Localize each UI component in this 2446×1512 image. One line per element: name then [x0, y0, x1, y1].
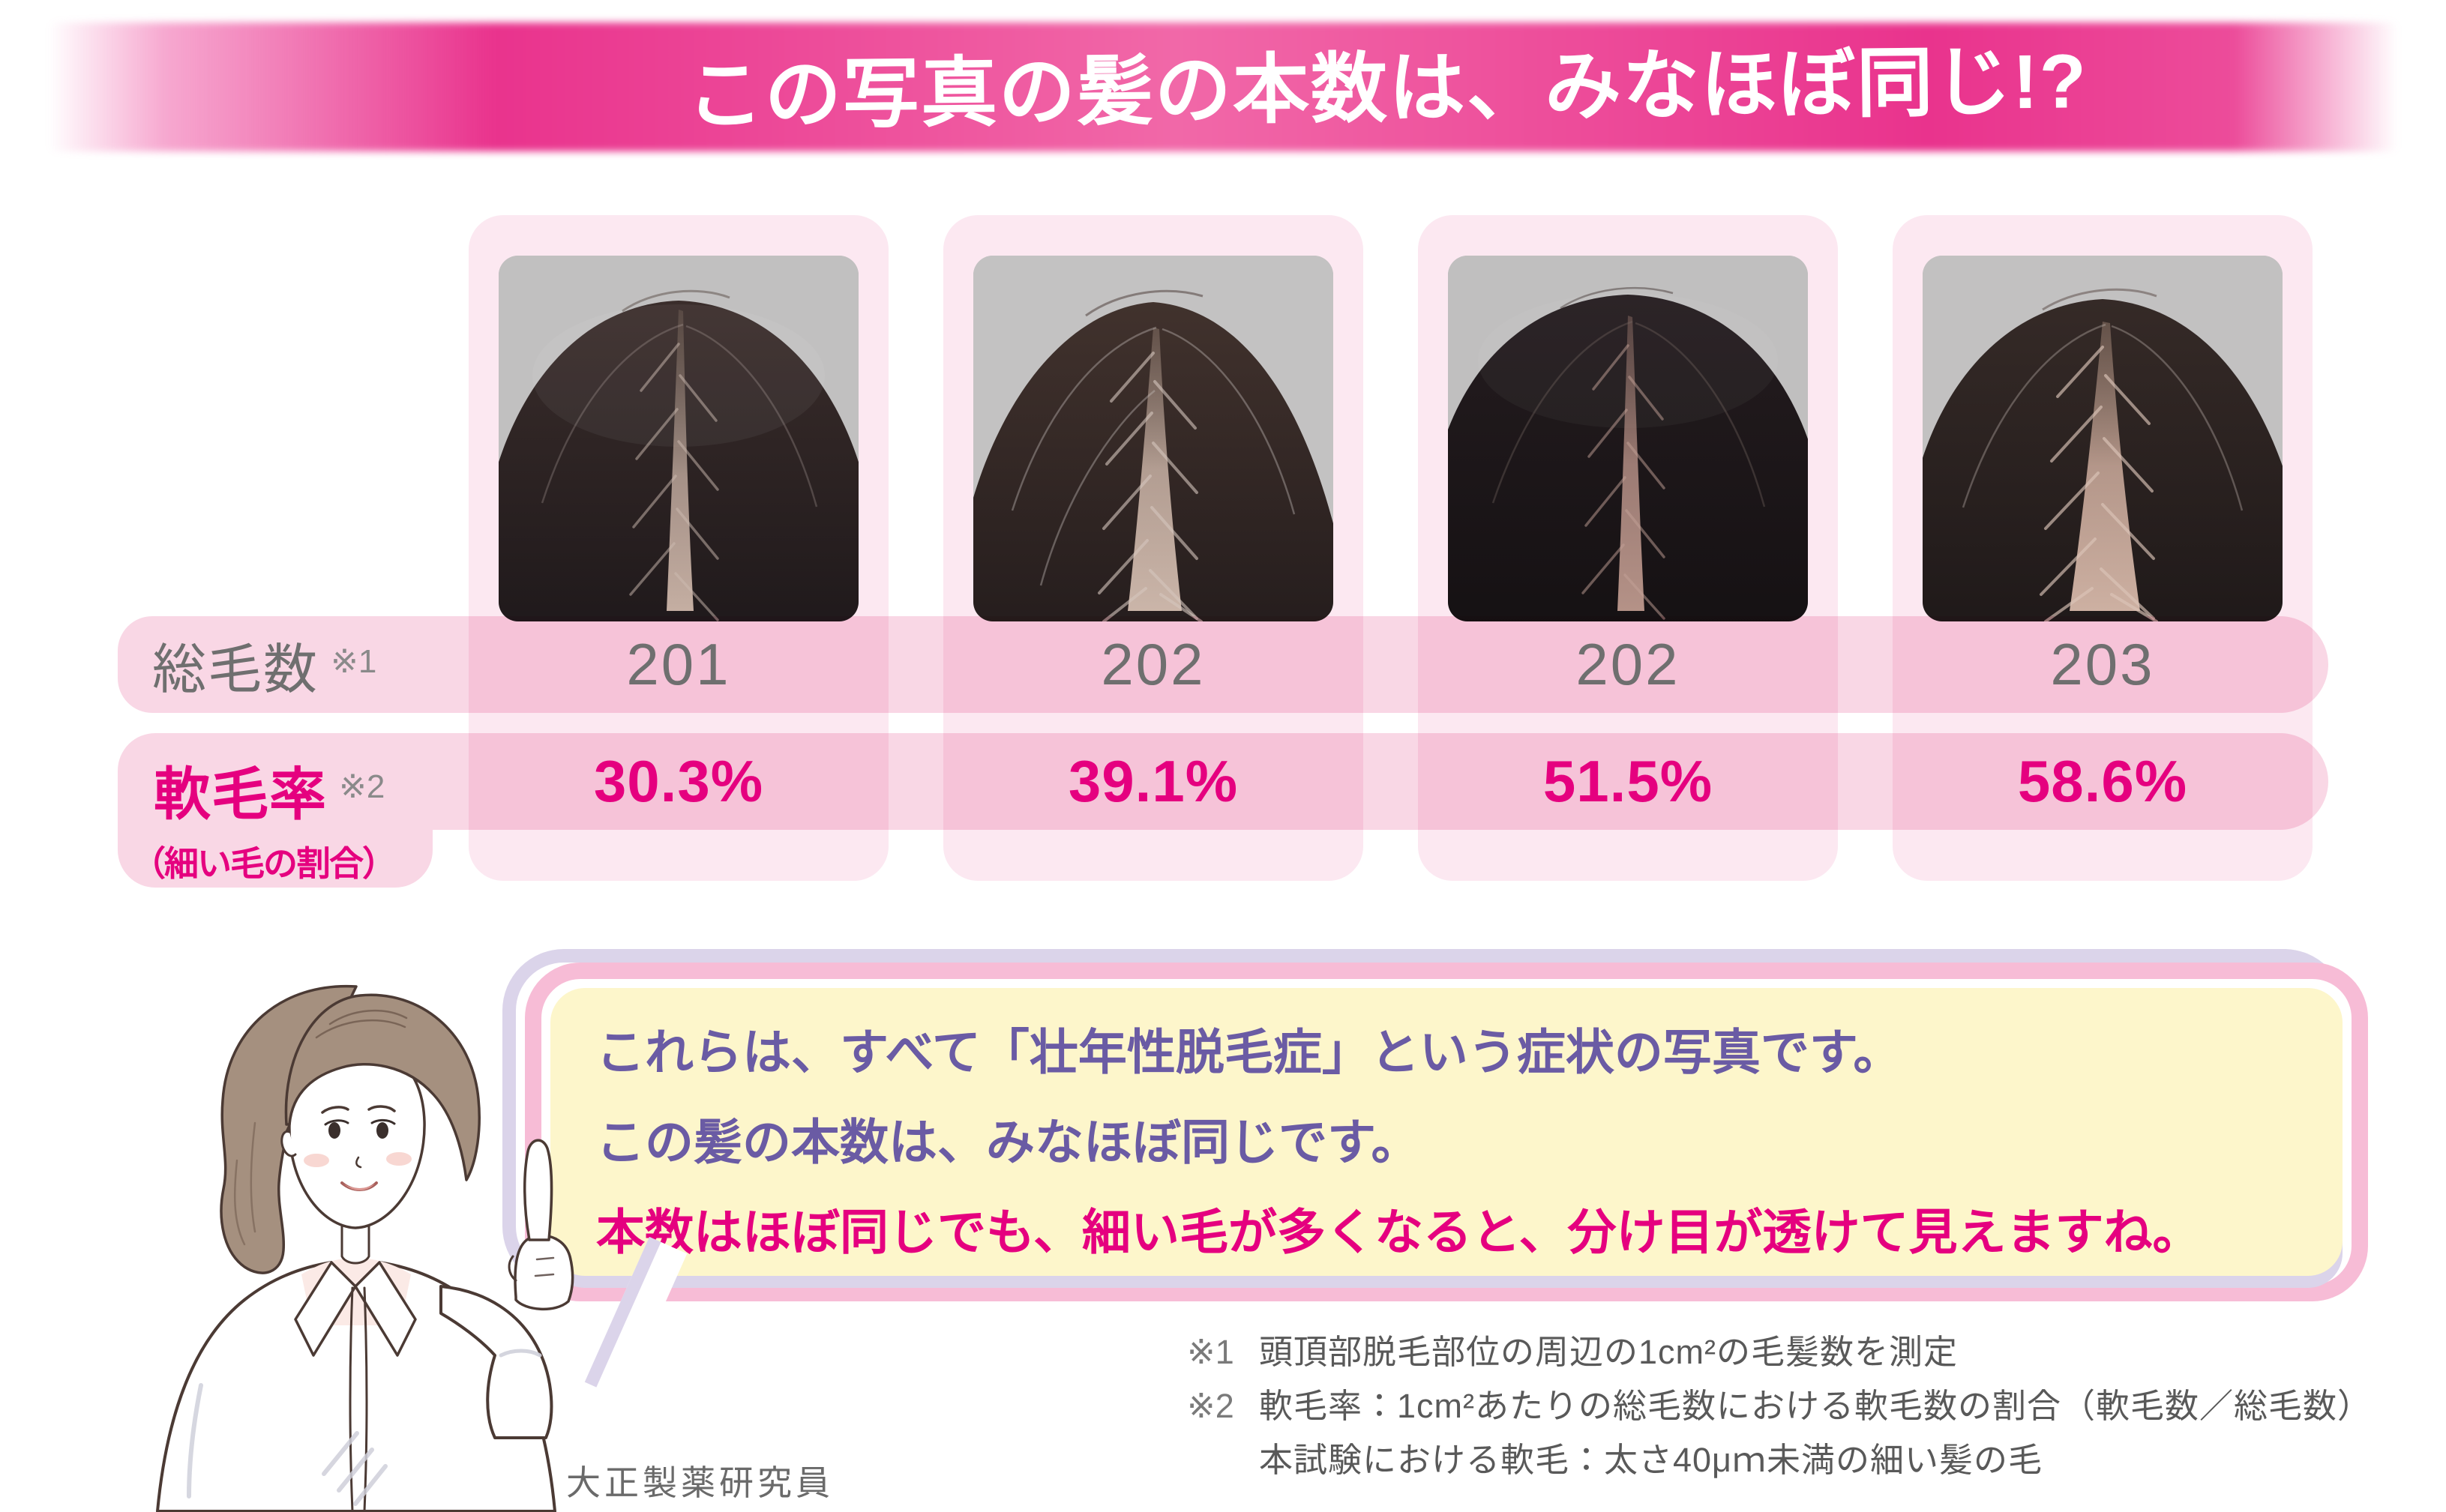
soft-hair-rate-value-4: 58.6% [2017, 748, 2188, 814]
footnote-2-continuation: 本試験における軟毛：太さ40μｍ未満の細い髪の毛 [1259, 1441, 2043, 1479]
illustration-caption: 大正製薬研究員 [566, 1463, 834, 1502]
scalp-photo-4 [1923, 256, 2283, 621]
speech-bubble-accent [502, 949, 2346, 1288]
footnote-2-ref: ※2 [1187, 1387, 1234, 1425]
row-soft-hair-ref: ※2 [339, 768, 385, 805]
row-total-hair-label: 総毛数 [152, 640, 319, 700]
total-hair-value-3: 202 [1575, 631, 1680, 697]
bubble-line-2: この髪の本数は、みなほぼ同じです。 [596, 1115, 1420, 1169]
photo-card-1 [469, 215, 889, 881]
researcher-illustration [156, 984, 574, 1512]
bubble-line-1: これらは、すべて「壮年性脱毛症」という症状の写真です。 [596, 1025, 1902, 1079]
scalp-photo-2 [973, 256, 1333, 621]
soft-hair-rate-value-1: 30.3% [593, 748, 764, 814]
row-total-hair-label-pill: 総毛数 ※1 [118, 616, 433, 713]
speech-bubble-panel [550, 988, 2343, 1276]
footnote-1-text: 頭頂部脱毛部位の周辺の1cm²の毛髪数を測定 [1259, 1333, 1958, 1371]
soft-hair-rate-value-3: 51.5% [1542, 748, 1713, 814]
row-soft-hair-band [433, 733, 2328, 830]
total-hair-value-2: 202 [1101, 631, 1206, 697]
title-banner-background [48, 22, 2398, 151]
row-total-hair-band [433, 616, 2328, 713]
row-soft-hair-label: 軟毛率 [154, 763, 327, 827]
row-soft-hair-sublabel: （細い毛の割合） [131, 844, 397, 883]
footnote-1-ref: ※1 [1187, 1333, 1234, 1371]
row-soft-hair-label-pill: 軟毛率 ※2 （細い毛の割合） [118, 733, 433, 888]
soft-hair-rate-value-2: 39.1% [1068, 748, 1239, 814]
scalp-photo-3 [1448, 256, 1808, 621]
footnotes: ※1 頭頂部脱毛部位の周辺の1cm²の毛髪数を測定 ※2 軟毛率：1cm²あたり… [1187, 1325, 2372, 1487]
page-title: この写真の髪の本数は、みなほぼ同じ!? [686, 38, 2088, 139]
footnote-2-text: 軟毛率：1cm²あたりの総毛数における軟毛数の割合（軟毛数／総毛数） [1259, 1387, 2372, 1425]
total-hair-value-1: 201 [626, 631, 731, 697]
scalp-photo-1 [499, 256, 859, 621]
bubble-line-3: 本数はほぼ同じでも、細い毛が多くなると、分け目が透けて見えますね。 [596, 1205, 2202, 1259]
speech-bubble: これらは、すべて「壮年性脱毛症」という症状の写真です。 この髪の本数は、みなほぼ… [502, 949, 2368, 1301]
total-hair-value-4: 203 [2050, 631, 2155, 697]
row-total-hair-ref: ※1 [331, 643, 377, 680]
